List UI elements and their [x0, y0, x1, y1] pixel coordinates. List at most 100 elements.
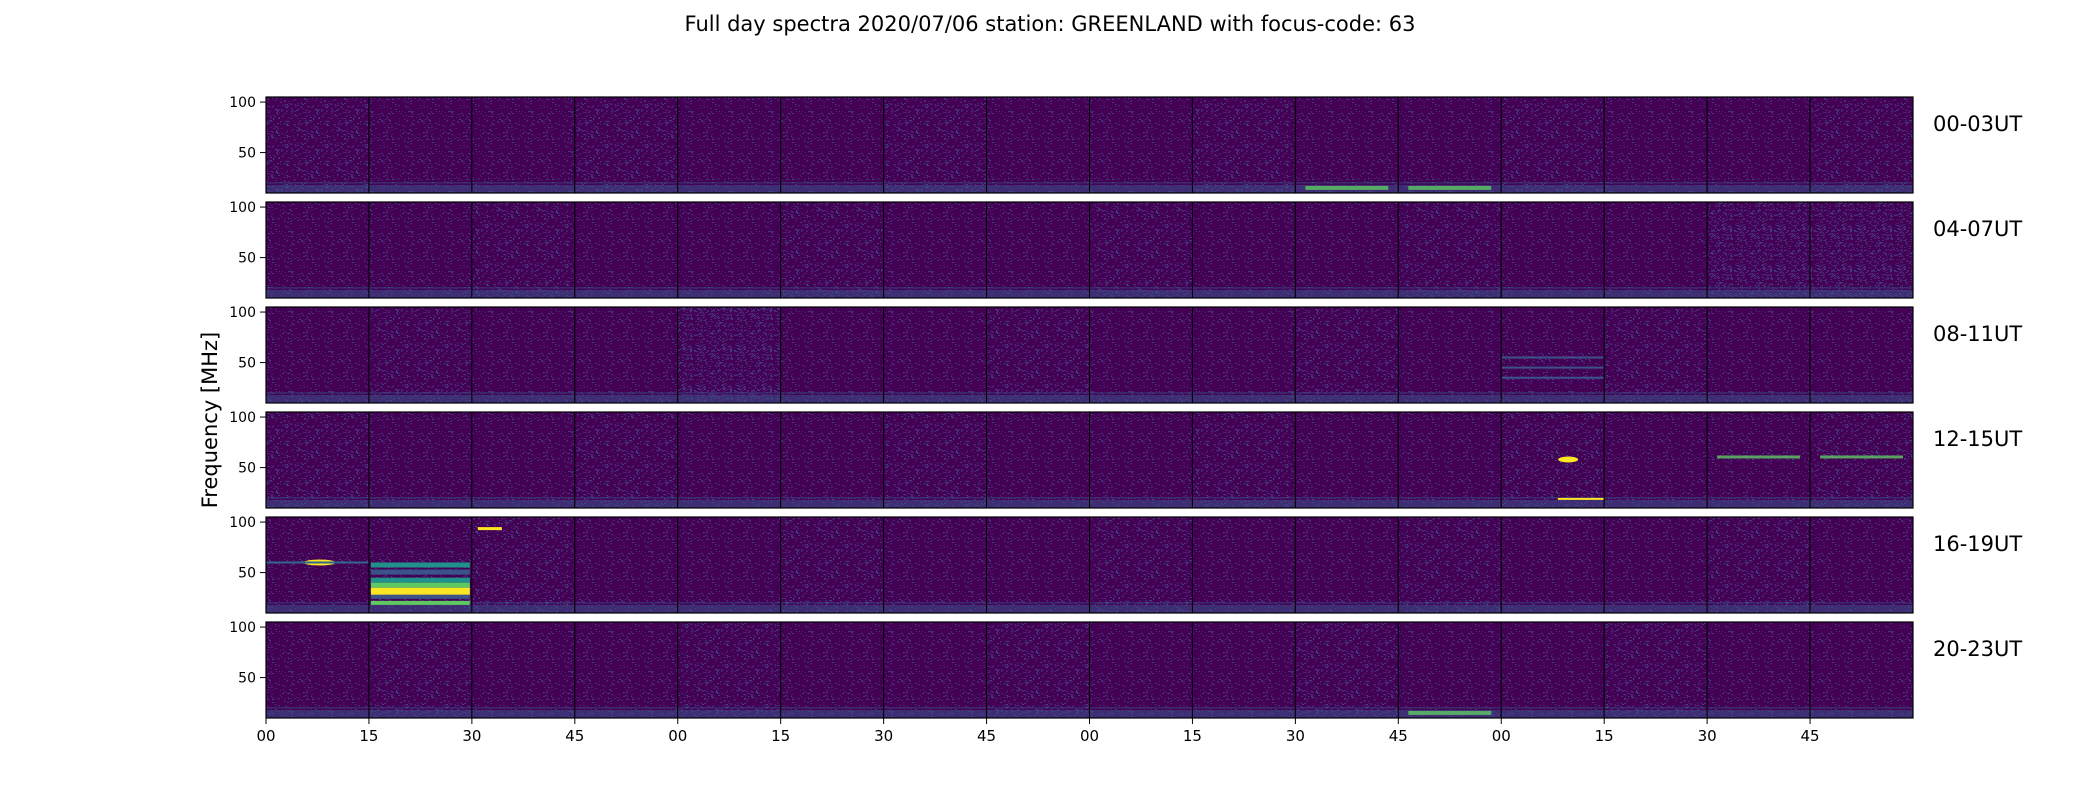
spectrum-panel [1604, 307, 1708, 403]
spectrum-panel [1398, 307, 1502, 403]
spectra-row-5: 50 100 20-23UT [229, 620, 2022, 719]
low-freq-band [1089, 499, 1193, 508]
spectrum-panel [1089, 412, 1193, 508]
low-freq-band [677, 604, 781, 613]
low-freq-band [883, 709, 987, 718]
low-freq-band [1295, 499, 1399, 508]
spectrum-panel [1604, 622, 1708, 718]
spectrum-panel [677, 202, 781, 298]
low-freq-band [986, 184, 1090, 193]
spectrum-panel [574, 412, 678, 508]
spectrum-panel [1604, 517, 1708, 613]
spectra-row-3: 50 100 12-15UT [229, 410, 2022, 509]
spectrum-panel [1501, 622, 1605, 718]
spectrum-panel [986, 202, 1090, 298]
spectrum-panel [1707, 412, 1811, 508]
spectrum-panel [1604, 412, 1708, 508]
x-tick-label: 15 [359, 727, 378, 745]
spectrum-panel [677, 622, 781, 718]
spectrum-panel [574, 517, 678, 613]
low-freq-band [1192, 499, 1296, 508]
x-tick-label: 30 [462, 727, 481, 745]
spectrum-panel [883, 307, 987, 403]
x-tick-label: 15 [1183, 727, 1202, 745]
spectrum-panel [986, 622, 1090, 718]
spectrum-panel [1501, 307, 1605, 403]
low-freq-band [1089, 394, 1193, 403]
row-label: 04-07UT [1933, 217, 2022, 241]
x-tick-label: 30 [1698, 727, 1717, 745]
spectrum-panel [883, 97, 987, 193]
burst-band [370, 569, 470, 575]
row-frame [265, 201, 1914, 299]
spectrum-panel [1089, 307, 1193, 403]
row-frame [265, 411, 1914, 509]
low-freq-band [1707, 499, 1811, 508]
spectrum-panel [266, 412, 369, 508]
x-tick-label: 00 [256, 727, 275, 745]
spectrum-panel [471, 412, 575, 508]
low-freq-band [1707, 394, 1811, 403]
low-freq-band [1089, 289, 1193, 298]
x-tick-label: 45 [1389, 727, 1408, 745]
low-freq-band [1707, 289, 1811, 298]
low-freq-band [1295, 604, 1399, 613]
spectrum-panel [986, 517, 1090, 613]
y-tick-label: 50 [238, 146, 256, 162]
row-label: 08-11UT [1933, 322, 2022, 346]
x-tick-label: 00 [1080, 727, 1099, 745]
spectrum-panel [1501, 97, 1605, 193]
spectrum-panel [368, 622, 472, 718]
low-freq-band [471, 499, 575, 508]
low-freq-band [368, 394, 472, 403]
low-freq-band [780, 289, 884, 298]
y-tick-label: 50 [238, 671, 256, 687]
low-freq-band [266, 289, 369, 298]
spectrum-panel [368, 307, 472, 403]
low-freq-band [1398, 394, 1502, 403]
spectra-row-2: 50 100 08-11UT [229, 305, 2022, 404]
spectrum-panel [1398, 97, 1502, 193]
spectrum-panel [1295, 97, 1399, 193]
x-tick-label: 30 [1286, 727, 1305, 745]
spectrum-panel [780, 97, 884, 193]
burst-band [370, 600, 470, 605]
spectrum-panel [677, 97, 781, 193]
spectra-row-4: 50 100 16-19UT [229, 515, 2022, 614]
y-tick-label: 100 [229, 200, 256, 216]
low-freq-band [1192, 184, 1296, 193]
low-freq-band [1192, 289, 1296, 298]
low-freq-band [1295, 709, 1399, 718]
spectrum-panel [986, 412, 1090, 508]
low-freq-band [266, 184, 369, 193]
spectrum-panel [1707, 202, 1811, 298]
spectrum-panel [1398, 412, 1502, 508]
spectrum-panel [1089, 97, 1193, 193]
y-tick-label: 50 [238, 566, 256, 582]
low-freq-band [1192, 709, 1296, 718]
low-freq-band [368, 184, 472, 193]
x-tick-label: 15 [771, 727, 790, 745]
low-freq-band [368, 289, 472, 298]
low-freq-band [1501, 709, 1605, 718]
low-freq-band [266, 604, 369, 613]
spectrum-panel [471, 97, 575, 193]
low-freq-band [1295, 394, 1399, 403]
spectrum-panel [1089, 517, 1193, 613]
low-freq-band [986, 394, 1090, 403]
low-freq-band [1501, 289, 1605, 298]
y-tick-label: 50 [238, 461, 256, 477]
spectrum-panel [574, 202, 678, 298]
rfi-burst [1305, 185, 1389, 190]
rfi-burst [1408, 185, 1492, 190]
low-freq-band [471, 604, 575, 613]
spectrum-panel [883, 202, 987, 298]
low-freq-band [1501, 499, 1605, 508]
low-freq-band [677, 499, 781, 508]
spectrum-panel [1604, 97, 1708, 193]
spectrum-panel [368, 97, 472, 193]
low-freq-band [1089, 604, 1193, 613]
spectrum-panel [1295, 622, 1399, 718]
low-freq-band [1398, 604, 1502, 613]
low-freq-band [1398, 289, 1502, 298]
